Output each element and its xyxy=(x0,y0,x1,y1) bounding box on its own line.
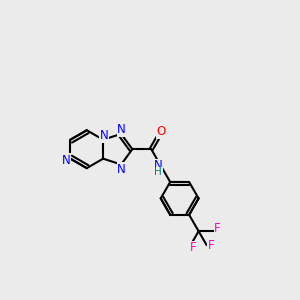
Text: F: F xyxy=(190,242,196,254)
Text: N: N xyxy=(154,159,162,172)
Text: F: F xyxy=(208,239,214,252)
Text: N: N xyxy=(62,154,70,167)
Text: N: N xyxy=(117,163,126,176)
Text: O: O xyxy=(156,125,165,138)
Text: N: N xyxy=(117,123,126,136)
Text: N: N xyxy=(100,129,108,142)
Text: H: H xyxy=(154,167,162,177)
Text: F: F xyxy=(214,222,221,235)
